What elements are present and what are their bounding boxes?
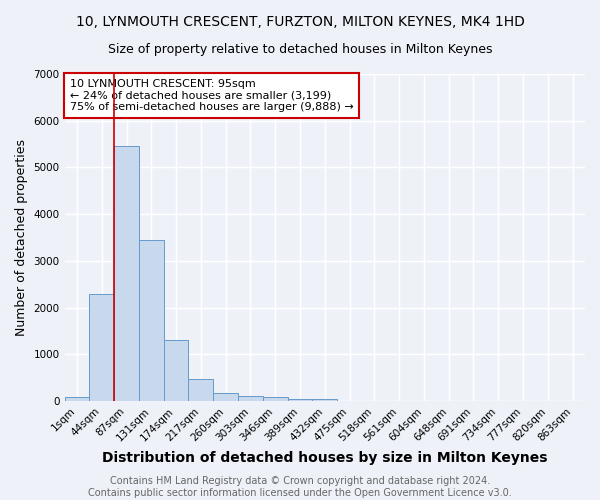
Bar [65,398,89,401]
Bar [238,396,263,401]
Bar [139,240,164,401]
Text: Contains HM Land Registry data © Crown copyright and database right 2024.
Contai: Contains HM Land Registry data © Crown c… [88,476,512,498]
Text: 10, LYNMOUTH CRESCENT, FURZTON, MILTON KEYNES, MK4 1HD: 10, LYNMOUTH CRESCENT, FURZTON, MILTON K… [76,15,524,29]
Text: 10 LYNMOUTH CRESCENT: 95sqm
← 24% of detached houses are smaller (3,199)
75% of : 10 LYNMOUTH CRESCENT: 95sqm ← 24% of det… [70,79,353,112]
Bar [287,399,313,401]
Bar [263,398,287,401]
Bar [313,399,337,401]
X-axis label: Distribution of detached houses by size in Milton Keynes: Distribution of detached houses by size … [102,451,548,465]
Bar [89,294,114,401]
Text: Size of property relative to detached houses in Milton Keynes: Size of property relative to detached ho… [108,42,492,56]
Bar [164,340,188,401]
Bar [188,380,213,401]
Y-axis label: Number of detached properties: Number of detached properties [15,139,28,336]
Bar [213,393,238,401]
Bar [114,146,139,401]
